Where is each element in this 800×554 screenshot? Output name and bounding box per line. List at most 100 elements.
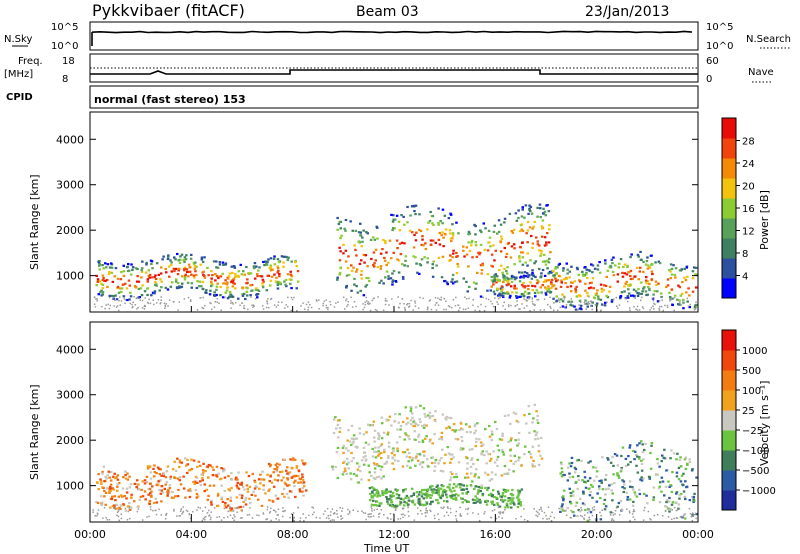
velocity-echo-cell <box>380 443 384 446</box>
velocity-echo-cell <box>409 405 413 409</box>
velocity-echo-cell <box>449 479 452 482</box>
velocity-echo-cell <box>518 490 522 493</box>
velocity-echo-cell <box>396 488 399 492</box>
power-echo-cell <box>496 275 499 278</box>
power-echo-cell <box>382 282 385 285</box>
power-echo-cell <box>285 256 288 259</box>
power-echo-cell <box>503 246 506 250</box>
velocity-echo-cell <box>485 499 488 502</box>
velocity-scatter-cell <box>515 518 517 520</box>
power-echo-cell <box>187 263 191 266</box>
velocity-echo-cell <box>401 451 405 454</box>
velocity-scatter-cell <box>165 513 167 516</box>
velocity-echo-cell <box>419 404 422 407</box>
velocity-echo-cell <box>612 464 615 467</box>
velocity-echo-cell <box>338 430 342 433</box>
power-echo-cell <box>449 213 453 216</box>
velocity-scatter-cell <box>535 510 538 513</box>
velocity-scatter-cell <box>618 514 621 516</box>
power-echo-cell <box>198 285 201 288</box>
power-echo-cell <box>526 264 529 267</box>
velocity-echo-cell <box>368 471 371 474</box>
power-echo-cell <box>136 267 139 271</box>
velocity-echo-cell <box>656 473 660 476</box>
power-echo-cell <box>577 273 581 277</box>
power-scatter-cell <box>496 301 498 303</box>
velocity-echo-cell <box>350 451 353 455</box>
velocity-echo-cell <box>684 467 688 470</box>
velocity-scatter-cell <box>341 510 343 512</box>
velocity-echo-cell <box>608 484 611 487</box>
velocity-echo-cell <box>110 497 114 501</box>
power-scatter-cell <box>638 309 641 311</box>
power-echo-cell <box>554 277 557 280</box>
power-echo-cell <box>524 204 528 207</box>
power-scatter-cell <box>117 309 120 312</box>
velocity-echo-cell <box>220 484 223 487</box>
velocity-scatter-cell <box>105 517 107 519</box>
cpid-strip: CPID normal (fast stereo) 153 <box>6 85 699 109</box>
velocity-echo-cell <box>99 480 103 483</box>
velocity-echo-cell <box>629 460 632 464</box>
velocity-echo-cell <box>426 458 429 461</box>
velocity-echo-cell <box>229 499 232 502</box>
power-scatter-cell <box>388 304 390 306</box>
power-echo-cell <box>212 260 216 263</box>
power-scatter-cell <box>633 306 635 308</box>
velocity-echo-cell <box>425 424 428 427</box>
velocity-echo-cell <box>560 470 564 474</box>
power-scatter-cell <box>290 296 293 299</box>
velocity-scatter-cell <box>499 511 502 513</box>
power-echo-cell <box>668 291 671 294</box>
velocity-echo-cell <box>679 492 683 496</box>
power-scatter-cell <box>114 299 116 302</box>
velocity-echo-cell <box>119 508 122 511</box>
velocity-echo-cell <box>193 480 197 483</box>
velocity-echo-cell <box>109 485 112 489</box>
power-echo-cell <box>201 280 205 283</box>
velocity-echo-cell <box>409 423 413 426</box>
velocity-echo-cell <box>491 502 494 505</box>
velocity-echo-cell <box>414 406 418 409</box>
velocity-echo-cell <box>451 472 454 476</box>
velocity-echo-cell <box>294 495 297 498</box>
velocity-echo-cell <box>598 479 601 483</box>
velocity-echo-cell <box>534 434 538 437</box>
power-echo-cell <box>276 266 280 270</box>
power-echo-cell <box>652 293 655 296</box>
velocity-scatter-cell <box>179 515 181 517</box>
power-echo-cell <box>432 223 435 226</box>
power-scatter-cell <box>532 303 534 305</box>
cpid-label: CPID <box>6 92 33 103</box>
power-echo-cell <box>412 246 416 249</box>
power-echo-cell <box>391 272 394 275</box>
velocity-echo-cell <box>418 452 422 456</box>
velocity-echo-cell <box>373 463 377 466</box>
velocity-echo-cell <box>177 488 180 491</box>
power-echo-cell <box>154 277 158 281</box>
power-scatter-cell <box>134 304 137 306</box>
power-echo-cell <box>537 280 540 283</box>
power-echo-cell <box>569 304 572 307</box>
velocity-echo-cell <box>412 493 415 496</box>
velocity-echo-cell <box>539 454 542 457</box>
power-echo-cell <box>406 221 409 224</box>
power-echo-cell <box>391 228 394 232</box>
velocity-echo-cell <box>219 478 222 481</box>
power-scatter-cell <box>364 301 366 303</box>
velocity-echo-cell <box>124 474 127 477</box>
velocity-cbar-frame <box>721 329 737 511</box>
power-echo-cell <box>617 266 620 269</box>
velocity-echo-cell <box>122 503 125 506</box>
velocity-echo-cell <box>582 492 585 495</box>
velocity-echo-cell <box>601 488 605 491</box>
power-echo-cell <box>548 279 551 282</box>
velocity-echo-cell <box>186 471 189 474</box>
velocity-echo-cell <box>531 465 535 468</box>
velocity-echo-cell <box>114 499 117 502</box>
velocity-echo-cell <box>518 456 521 459</box>
velocity-echo-cell <box>479 490 482 493</box>
velocity-echo-cell <box>583 476 587 479</box>
power-scatter-cell <box>374 308 377 311</box>
velocity-echo-cell <box>638 492 642 496</box>
